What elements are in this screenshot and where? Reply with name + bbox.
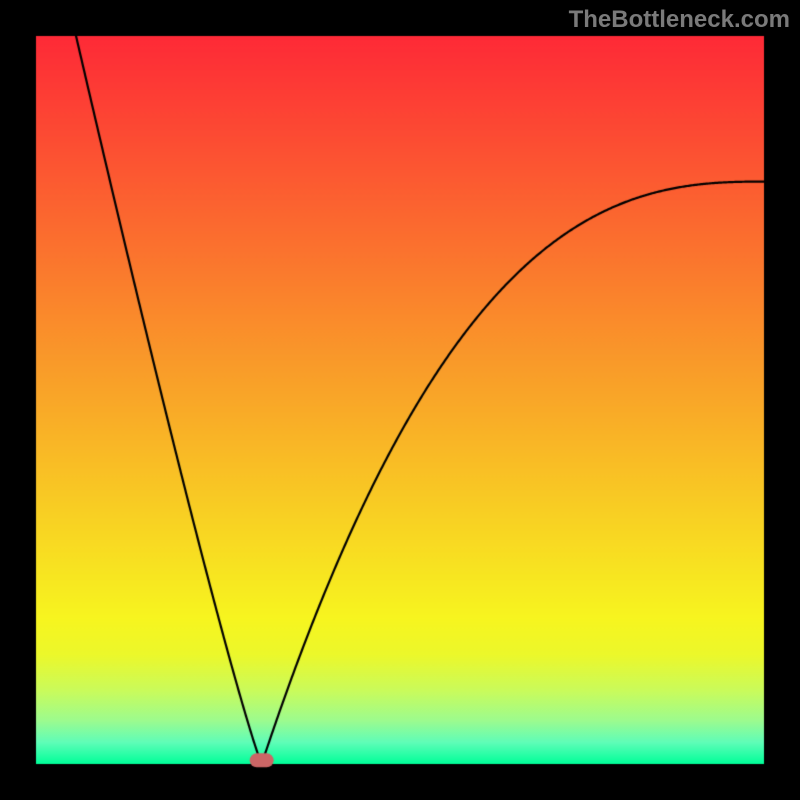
bottleneck-chart-canvas bbox=[0, 0, 800, 800]
chart-root: TheBottleneck.com bbox=[0, 0, 800, 800]
watermark-text: TheBottleneck.com bbox=[569, 6, 790, 34]
